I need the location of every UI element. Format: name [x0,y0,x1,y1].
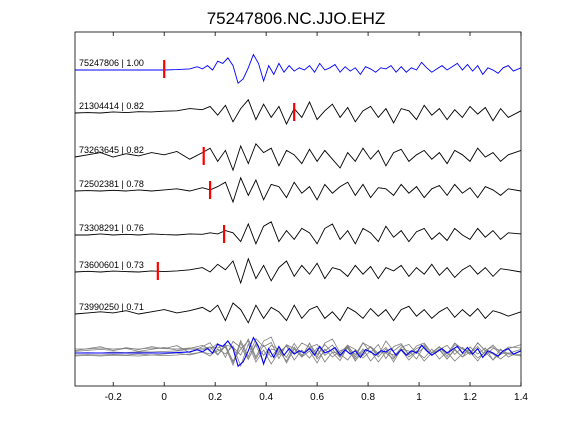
trace-label-6: 73990250 | 0.71 [79,302,144,312]
trace-label-5: 73600601 | 0.73 [79,260,144,270]
x-tick-label-1: 0 [161,392,167,403]
x-tick-label-2: 0.2 [208,392,222,403]
x-axis-ticks: -0.2 0 0.2 0.4 0.6 0.8 1 1.2 1.4 [105,32,528,403]
x-tick-label-7: 1.2 [463,392,477,403]
stack-trace-5 [74,342,522,368]
trace-label-4: 73308291 | 0.76 [79,223,144,233]
trace-line-3 [74,176,522,204]
x-tick-label-6: 1 [416,392,422,403]
x-tick-label-4: 0.6 [310,392,324,403]
trace-line-5 [74,257,522,285]
picks-layer [156,60,296,280]
traces-layer [74,53,522,324]
trace-line-1 [74,98,522,126]
stack-reference-trace [75,336,522,368]
trace-line-4 [75,221,522,245]
trace-label-0: 75247806 | 1.00 [79,58,144,68]
trace-label-1: 21304414 | 0.82 [79,101,144,111]
trace-labels-layer: 75247806 | 1.00 21304414 | 0.82 73263645 |… [79,58,144,312]
x-tick-label-0: -0.2 [105,392,123,403]
trace-label-2: 73263645 | 0.82 [79,145,144,155]
x-tick-label-8: 1.4 [514,392,528,403]
x-tick-label-3: 0.4 [259,392,273,403]
trace-line-2 [74,142,522,172]
plot-frame [74,31,522,387]
trace-line-0 [75,53,522,84]
trace-label-3: 72502381 | 0.78 [79,179,144,189]
stack-trace-3 [74,341,522,367]
trace-line-6 [74,302,522,324]
stack-layer [74,336,522,368]
x-tick-label-5: 0.8 [361,392,375,403]
chart-title: 75247806.NC.JJO.EHZ [207,9,386,28]
